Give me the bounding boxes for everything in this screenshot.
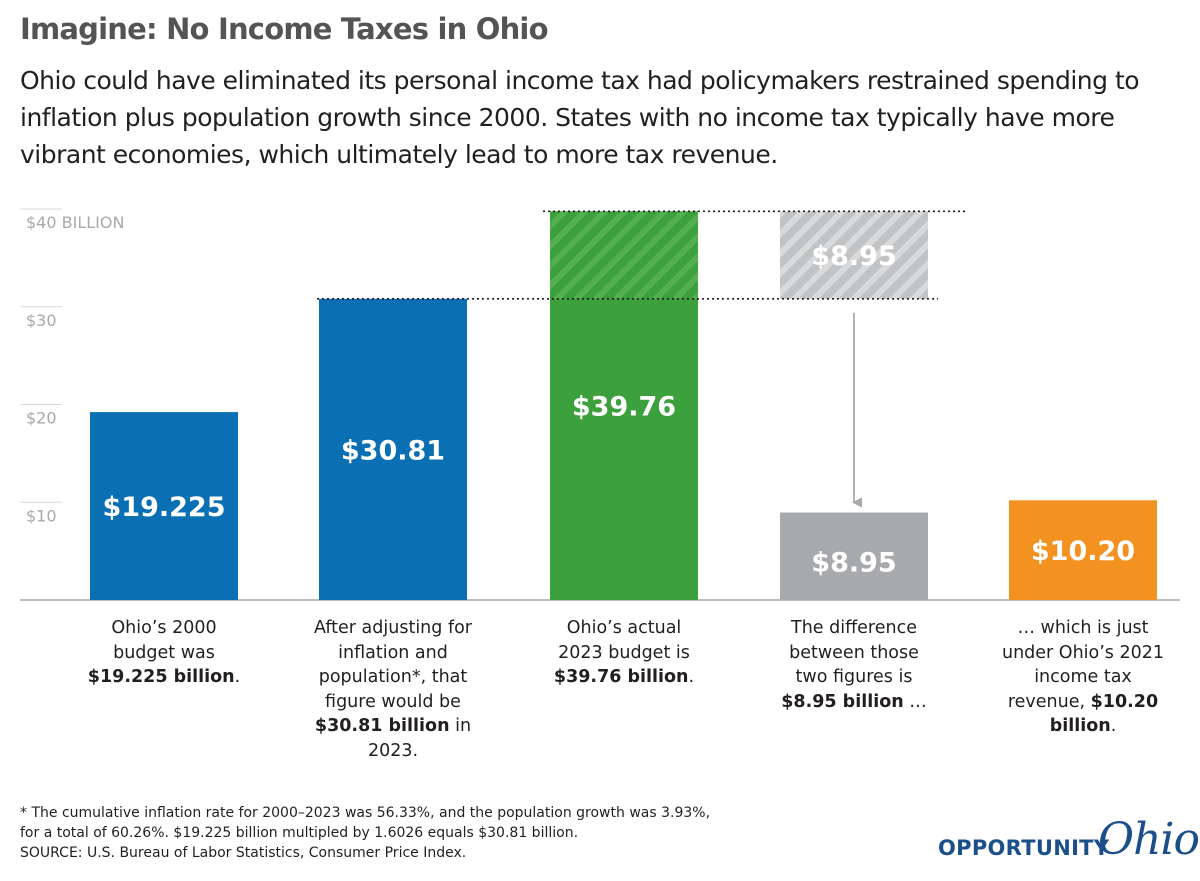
bar-value-label: $39.76: [572, 392, 676, 423]
y-tick-label: $20: [26, 409, 57, 428]
source-line: SOURCE: U.S. Bureau of Labor Statistics,…: [20, 845, 467, 861]
bar-value-label: $8.95: [811, 547, 896, 578]
footnote-line: for a total of 60.26%. $19.225 billion m…: [20, 825, 579, 841]
logo-text: OPPORTUNITY: [938, 836, 1110, 860]
bar-caption: Ohio’s actual 2023 budget is $39.76 bill…: [544, 616, 704, 690]
caption-text: … which is just under Ohio’s 2021 income…: [1001, 618, 1165, 712]
caption-suffix: .: [234, 667, 241, 687]
page-title: Imagine: No Income Taxes in Ohio: [20, 12, 549, 46]
bar-value-label: $19.225: [103, 492, 226, 523]
caption-suffix: .: [1110, 716, 1117, 736]
bar-caption: After adjusting for inflation and popula…: [306, 616, 481, 763]
opportunity-ohio-logo: OPPORTUNITY Ohio: [938, 814, 1200, 874]
bar: [780, 512, 928, 600]
footnote-line: * The cumulative inflation rate for 2000…: [20, 805, 711, 821]
caption-amount: $30.81 billion: [314, 716, 450, 736]
difference-bar: [780, 211, 928, 299]
bar-caption: … which is just under Ohio’s 2021 income…: [1001, 616, 1166, 739]
bar-value-label: $10.20: [1031, 536, 1135, 567]
bar-caption: The difference between those two figures…: [774, 616, 934, 714]
footnote: * The cumulative inflation rate for 2000…: [20, 803, 840, 863]
caption-suffix: .: [688, 667, 695, 687]
bar: [1009, 500, 1157, 600]
bar: [90, 412, 238, 600]
y-tick-label: $10: [26, 506, 57, 525]
caption-amount: $8.95 billion: [781, 691, 904, 712]
logo-script: Ohio: [1098, 814, 1200, 865]
y-tick-label: $40 BILLION: [26, 213, 124, 232]
bar-excess-hatch: [550, 211, 698, 299]
difference-bar-label: $8.95: [811, 241, 896, 272]
bar-value-label: $30.81: [341, 435, 445, 466]
caption-text: After adjusting for inflation and popula…: [313, 618, 473, 712]
caption-text: The difference between those two figures…: [789, 618, 919, 687]
bar-caption: Ohio’s 2000 budget was $19.225 billion.: [84, 616, 244, 690]
caption-text: Ohio’s actual 2023 budget is: [558, 618, 690, 663]
caption-suffix: …: [903, 691, 927, 712]
bar-chart: $10 $20 $30 $40 BILLION $19.225 $30.81 $39.76…: [20, 208, 1180, 601]
caption-amount: $19.225 billion: [87, 667, 235, 687]
bar: [319, 298, 467, 600]
caption-amount: $39.76 billion: [553, 667, 689, 687]
caption-suffix: in 2023.: [367, 716, 472, 761]
chart-subtitle: Ohio could have eliminated its personal …: [20, 66, 1140, 169]
caption-amount: $10.20 billion: [1049, 691, 1159, 737]
caption-text: Ohio’s 2000 budget was: [111, 618, 217, 663]
y-tick-label: $30: [26, 311, 57, 330]
